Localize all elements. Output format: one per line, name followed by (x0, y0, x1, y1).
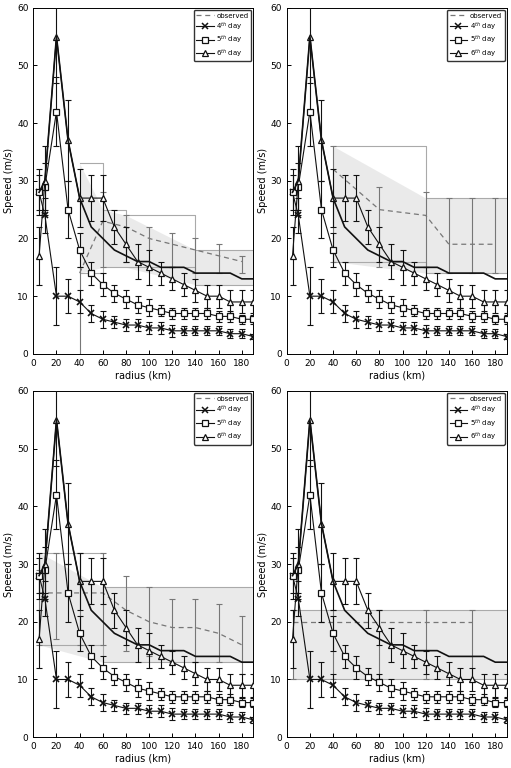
Legend: observed, 4$^{th}$ day, 5$^{th}$ day, 6$^{th}$ day: observed, 4$^{th}$ day, 5$^{th}$ day, 6$… (194, 393, 251, 445)
Y-axis label: Speeed (m/s): Speeed (m/s) (4, 148, 14, 214)
Y-axis label: Speeed (m/s): Speeed (m/s) (258, 148, 268, 214)
X-axis label: radius (km): radius (km) (115, 370, 171, 380)
X-axis label: radius (km): radius (km) (115, 754, 171, 764)
Y-axis label: Speeed (m/s): Speeed (m/s) (258, 531, 268, 597)
X-axis label: radius (km): radius (km) (369, 370, 425, 380)
Y-axis label: Speeed (m/s): Speeed (m/s) (4, 531, 14, 597)
X-axis label: radius (km): radius (km) (369, 754, 425, 764)
Legend: observed, 4$^{th}$ day, 5$^{th}$ day, 6$^{th}$ day: observed, 4$^{th}$ day, 5$^{th}$ day, 6$… (194, 10, 251, 61)
Legend: observed, 4$^{th}$ day, 5$^{th}$ day, 6$^{th}$ day: observed, 4$^{th}$ day, 5$^{th}$ day, 6$… (447, 10, 505, 61)
Legend: observed, 4$^{th}$ day, 5$^{th}$ day, 6$^{th}$ day: observed, 4$^{th}$ day, 5$^{th}$ day, 6$… (447, 393, 505, 445)
